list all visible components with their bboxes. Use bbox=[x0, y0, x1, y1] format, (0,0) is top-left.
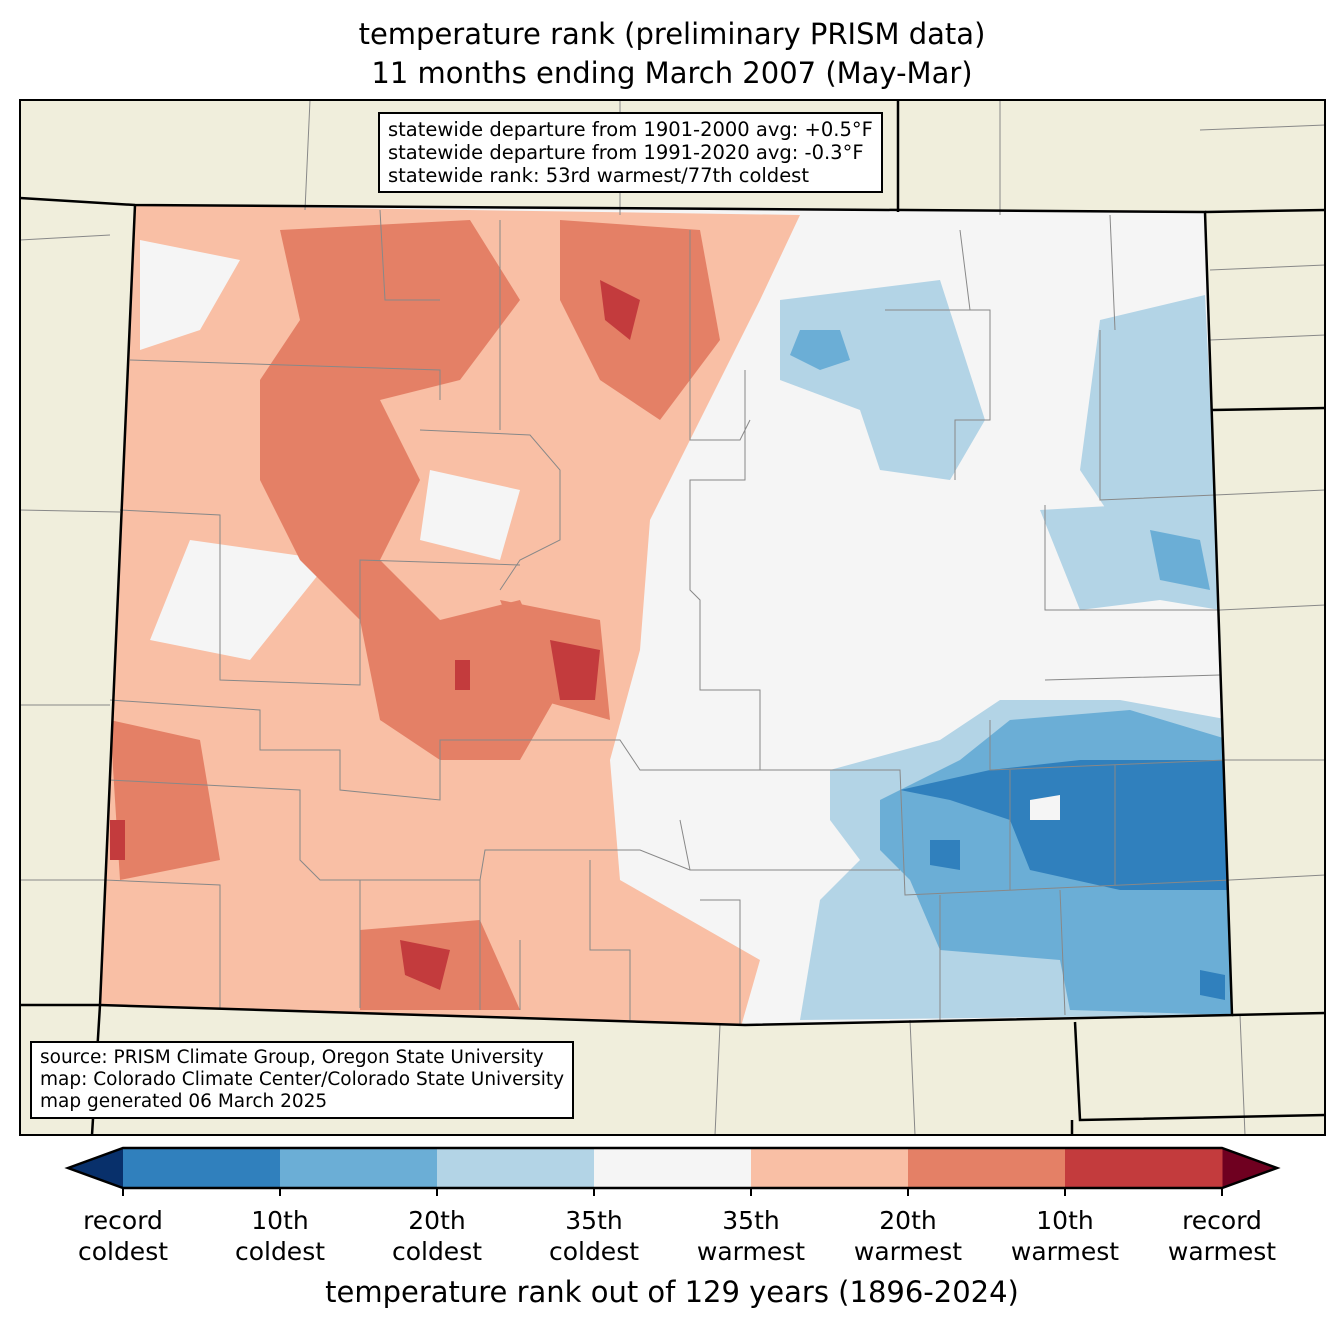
tick-label-line1: 35th bbox=[722, 1206, 780, 1235]
colorbar-segment bbox=[1065, 1148, 1223, 1188]
tick-label-line2: warmest bbox=[696, 1237, 806, 1266]
map-frame bbox=[19, 99, 1326, 1136]
colorbar-tick-label: 20th warmest bbox=[828, 1205, 988, 1267]
tick-label-line2: coldest bbox=[548, 1237, 640, 1266]
colorbar-segment bbox=[594, 1148, 752, 1188]
colorbar-extend-high bbox=[1222, 1148, 1277, 1188]
colorbar bbox=[64, 1146, 1281, 1196]
colorbar-tick-label: record warmest bbox=[1142, 1205, 1302, 1267]
info-line-1: statewide departure from 1901-2000 avg: … bbox=[388, 118, 873, 141]
tick-label-line1: record bbox=[1182, 1206, 1262, 1235]
map-subtitle: 11 months ending March 2007 (May-Mar) bbox=[371, 56, 973, 90]
tick-label-line2: coldest bbox=[391, 1237, 483, 1266]
source-line-3: map generated 06 March 2025 bbox=[40, 1091, 328, 1112]
colorbar-tick-label: 35th coldest bbox=[514, 1205, 674, 1267]
tick-label-line2: coldest bbox=[234, 1237, 326, 1266]
tick-label-line1: 35th bbox=[565, 1206, 623, 1235]
source-line-2: map: Colorado Climate Center/Colorado St… bbox=[40, 1069, 565, 1090]
source-box: source: PRISM Climate Group, Oregon Stat… bbox=[30, 1041, 575, 1119]
tick-label-line1: 20th bbox=[408, 1206, 466, 1235]
colorbar-segment bbox=[123, 1148, 281, 1188]
info-line-2: statewide departure from 1991-2020 avg: … bbox=[388, 141, 864, 164]
info-line-3: statewide rank: 53rd warmest/77th coldes… bbox=[388, 164, 809, 187]
colorbar-label: temperature rank out of 129 years (1896-… bbox=[325, 1275, 1019, 1309]
county-lines bbox=[104, 209, 1231, 1025]
colorbar-extend-low bbox=[68, 1148, 123, 1188]
colorbar-tick-label: record coldest bbox=[43, 1205, 203, 1267]
tick-label-line1: 10th bbox=[251, 1206, 309, 1235]
rank-field bbox=[100, 205, 1232, 1025]
colorbar-segment bbox=[908, 1148, 1066, 1188]
tick-label-line1: record bbox=[83, 1206, 163, 1235]
source-line-1: source: PRISM Climate Group, Oregon Stat… bbox=[40, 1047, 544, 1068]
colorbar-tick-label: 35th warmest bbox=[671, 1205, 831, 1267]
colorbar-segment bbox=[751, 1148, 909, 1188]
colorbar-tick-label: 10th coldest bbox=[200, 1205, 360, 1267]
statewide-info-box: statewide departure from 1901-2000 avg: … bbox=[378, 112, 883, 193]
tick-label-line2: warmest bbox=[1167, 1237, 1277, 1266]
colorbar-tick-label: 10th warmest bbox=[985, 1205, 1145, 1267]
tick-label-line1: 10th bbox=[1036, 1206, 1094, 1235]
tick-label-line1: 20th bbox=[879, 1206, 937, 1235]
tick-label-line2: coldest bbox=[77, 1237, 169, 1266]
colorbar-segment bbox=[280, 1148, 438, 1188]
tick-label-line2: warmest bbox=[853, 1237, 963, 1266]
map-title: temperature rank (preliminary PRISM data… bbox=[358, 17, 986, 51]
state-boundaries bbox=[19, 100, 1326, 1136]
colorbar-segment bbox=[437, 1148, 595, 1188]
colorbar-tick-label: 20th coldest bbox=[357, 1205, 517, 1267]
tick-label-line2: warmest bbox=[1010, 1237, 1120, 1266]
